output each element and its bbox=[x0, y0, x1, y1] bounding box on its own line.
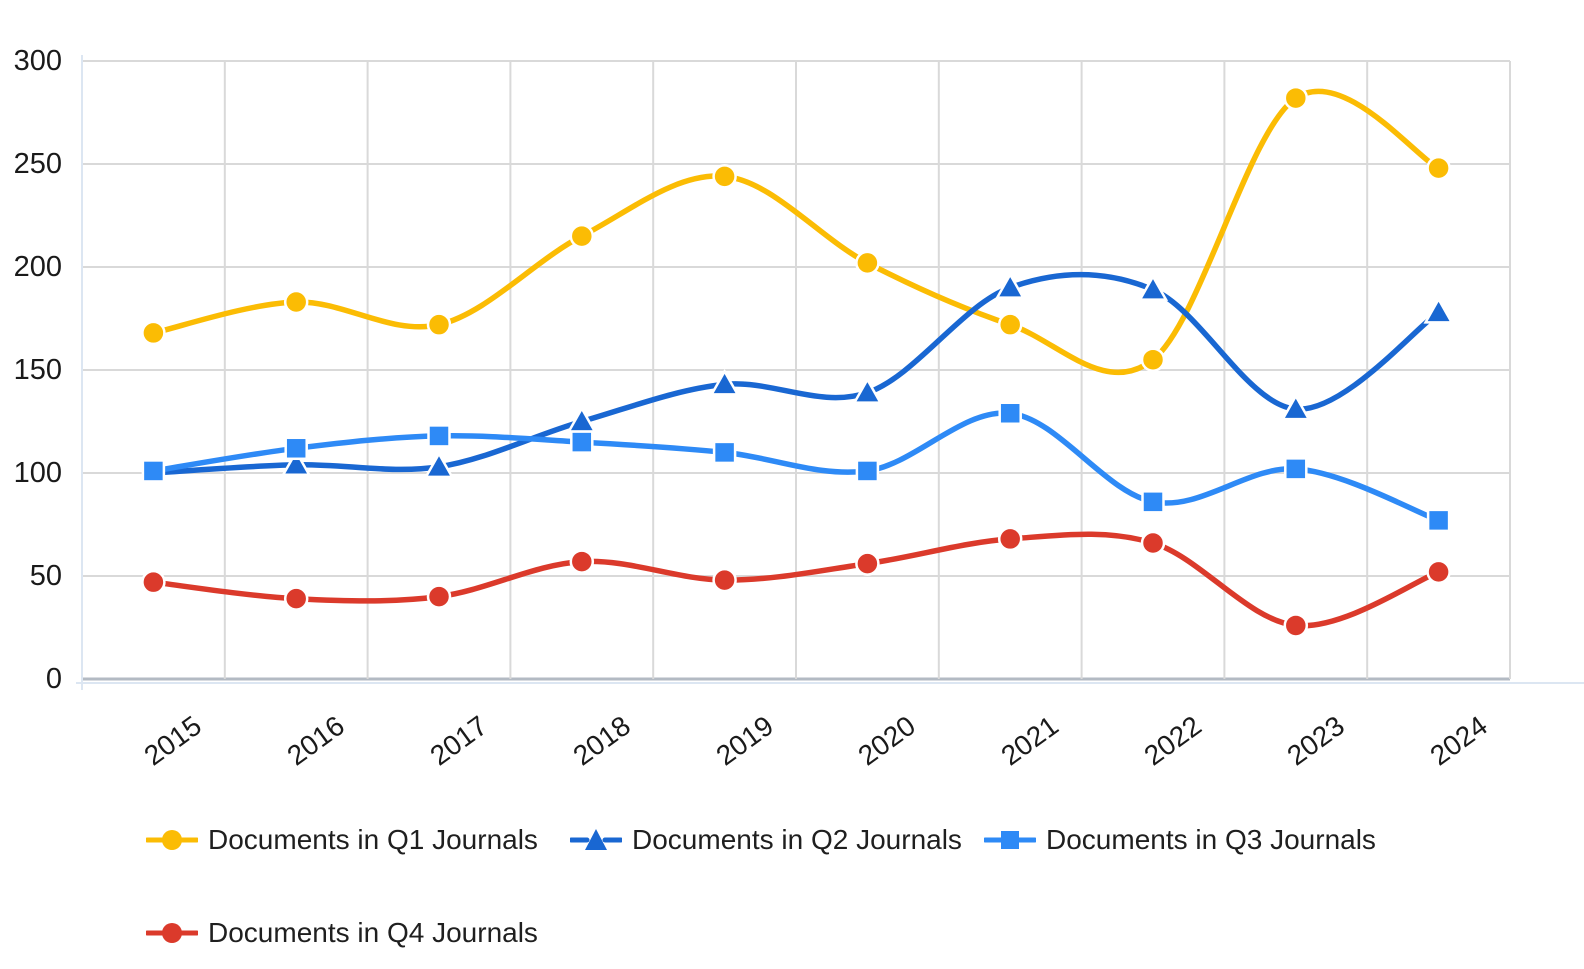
legend-item-q2-journals[interactable]: Documents in Q2 Journals bbox=[570, 823, 962, 857]
marker-documents-in-q3-journals-2016[interactable] bbox=[284, 436, 308, 461]
marker-documents-in-q2-journals-2023[interactable] bbox=[1280, 393, 1311, 421]
legend-swatch-q2 bbox=[570, 829, 622, 850]
marker-documents-in-q3-journals-2022[interactable] bbox=[1141, 490, 1165, 514]
legend-item-q4-journals[interactable]: Documents in Q4 Journals bbox=[146, 916, 538, 950]
marker-documents-in-q3-journals-2015[interactable] bbox=[141, 459, 166, 483]
marker-documents-in-q4-journals-2018[interactable] bbox=[569, 549, 595, 574]
marker-documents-in-q4-journals-2019[interactable] bbox=[712, 567, 737, 593]
marker-documents-in-q4-journals-2021[interactable] bbox=[997, 526, 1023, 552]
marker-documents-in-q4-journals-2023[interactable] bbox=[1283, 613, 1309, 638]
marker-documents-in-q1-journals-2018[interactable] bbox=[569, 223, 595, 249]
line-documents-in-q4-journals bbox=[150, 531, 1442, 629]
circle-marker-icon bbox=[162, 830, 182, 850]
legend-label-q3: Documents in Q3 Journals bbox=[1046, 824, 1376, 855]
legend-label-q4: Documents in Q4 Journals bbox=[208, 917, 538, 948]
legend-swatch-q1 bbox=[146, 830, 198, 850]
y-axis-tick-label-150: 150 bbox=[13, 354, 62, 386]
marker-documents-in-q3-journals-2018[interactable] bbox=[570, 430, 594, 454]
legend-item-q3-journals[interactable]: Documents in Q3 Journals bbox=[984, 823, 1376, 857]
marker-documents-in-q2-journals-2024[interactable] bbox=[1423, 296, 1454, 324]
legend-label-q1: Documents in Q1 Journals bbox=[208, 824, 538, 855]
marker-documents-in-q2-journals-2016[interactable] bbox=[281, 449, 312, 477]
marker-documents-in-q1-journals-2015[interactable] bbox=[141, 320, 166, 346]
square-marker-icon bbox=[1001, 831, 1019, 849]
legend-swatch-q4 bbox=[146, 923, 198, 943]
y-axis-tick-label-300: 300 bbox=[13, 45, 62, 77]
line-documents-in-q1-journals bbox=[150, 88, 1442, 376]
plot-area bbox=[76, 55, 1584, 690]
marker-documents-in-q1-journals-2022[interactable] bbox=[1140, 347, 1166, 372]
marker-documents-in-q3-journals-2021[interactable] bbox=[998, 401, 1022, 426]
y-axis-tick-label-50: 50 bbox=[29, 560, 62, 592]
marker-documents-in-q1-journals-2023[interactable] bbox=[1283, 85, 1309, 111]
y-axis-tick-label-250: 250 bbox=[13, 148, 62, 180]
marker-documents-in-q3-journals-2017[interactable] bbox=[427, 424, 451, 448]
marker-documents-in-q4-journals-2017[interactable] bbox=[426, 584, 452, 609]
marker-documents-in-q3-journals-2019[interactable] bbox=[712, 440, 737, 465]
marker-documents-in-q2-journals-2020[interactable] bbox=[852, 377, 883, 404]
circle-marker-icon bbox=[162, 923, 182, 943]
marker-documents-in-q4-journals-2020[interactable] bbox=[855, 551, 880, 576]
legend-item-q1-journals[interactable]: Documents in Q1 Journals bbox=[146, 823, 538, 857]
y-axis-tick-label-200: 200 bbox=[13, 251, 62, 283]
legend-swatch-q3 bbox=[984, 831, 1036, 849]
marker-documents-in-q3-journals-2023[interactable] bbox=[1284, 457, 1308, 481]
triangle-marker-icon bbox=[585, 829, 607, 850]
legend-label-q2: Documents in Q2 Journals bbox=[632, 824, 962, 855]
marker-documents-in-q2-journals-2019[interactable] bbox=[709, 368, 740, 396]
y-axis-tick-label-100: 100 bbox=[13, 457, 62, 489]
marker-documents-in-q3-journals-2020[interactable] bbox=[855, 459, 880, 483]
marker-documents-in-q2-journals-2017[interactable] bbox=[423, 451, 455, 479]
marker-documents-in-q1-journals-2019[interactable] bbox=[712, 164, 737, 189]
marker-documents-in-q3-journals-2024[interactable] bbox=[1426, 508, 1451, 533]
marker-documents-in-q1-journals-2024[interactable] bbox=[1426, 155, 1451, 181]
marker-documents-in-q4-journals-2024[interactable] bbox=[1426, 559, 1451, 585]
line-documents-in-q3-journals bbox=[150, 410, 1442, 524]
marker-documents-in-q1-journals-2020[interactable] bbox=[855, 250, 880, 276]
marker-documents-in-q1-journals-2016[interactable] bbox=[283, 289, 309, 315]
marker-documents-in-q4-journals-2022[interactable] bbox=[1140, 530, 1166, 556]
line-documents-in-q2-journals bbox=[150, 271, 1442, 476]
marker-documents-in-q1-journals-2017[interactable] bbox=[426, 312, 452, 337]
marker-documents-in-q2-journals-2022[interactable] bbox=[1137, 274, 1169, 301]
marker-documents-in-q2-journals-2021[interactable] bbox=[995, 272, 1026, 299]
y-axis-tick-label-0: 0 bbox=[45, 663, 62, 695]
marker-documents-in-q4-journals-2016[interactable] bbox=[283, 586, 309, 611]
marker-documents-in-q4-journals-2015[interactable] bbox=[141, 569, 166, 595]
marker-documents-in-q1-journals-2021[interactable] bbox=[997, 312, 1023, 337]
